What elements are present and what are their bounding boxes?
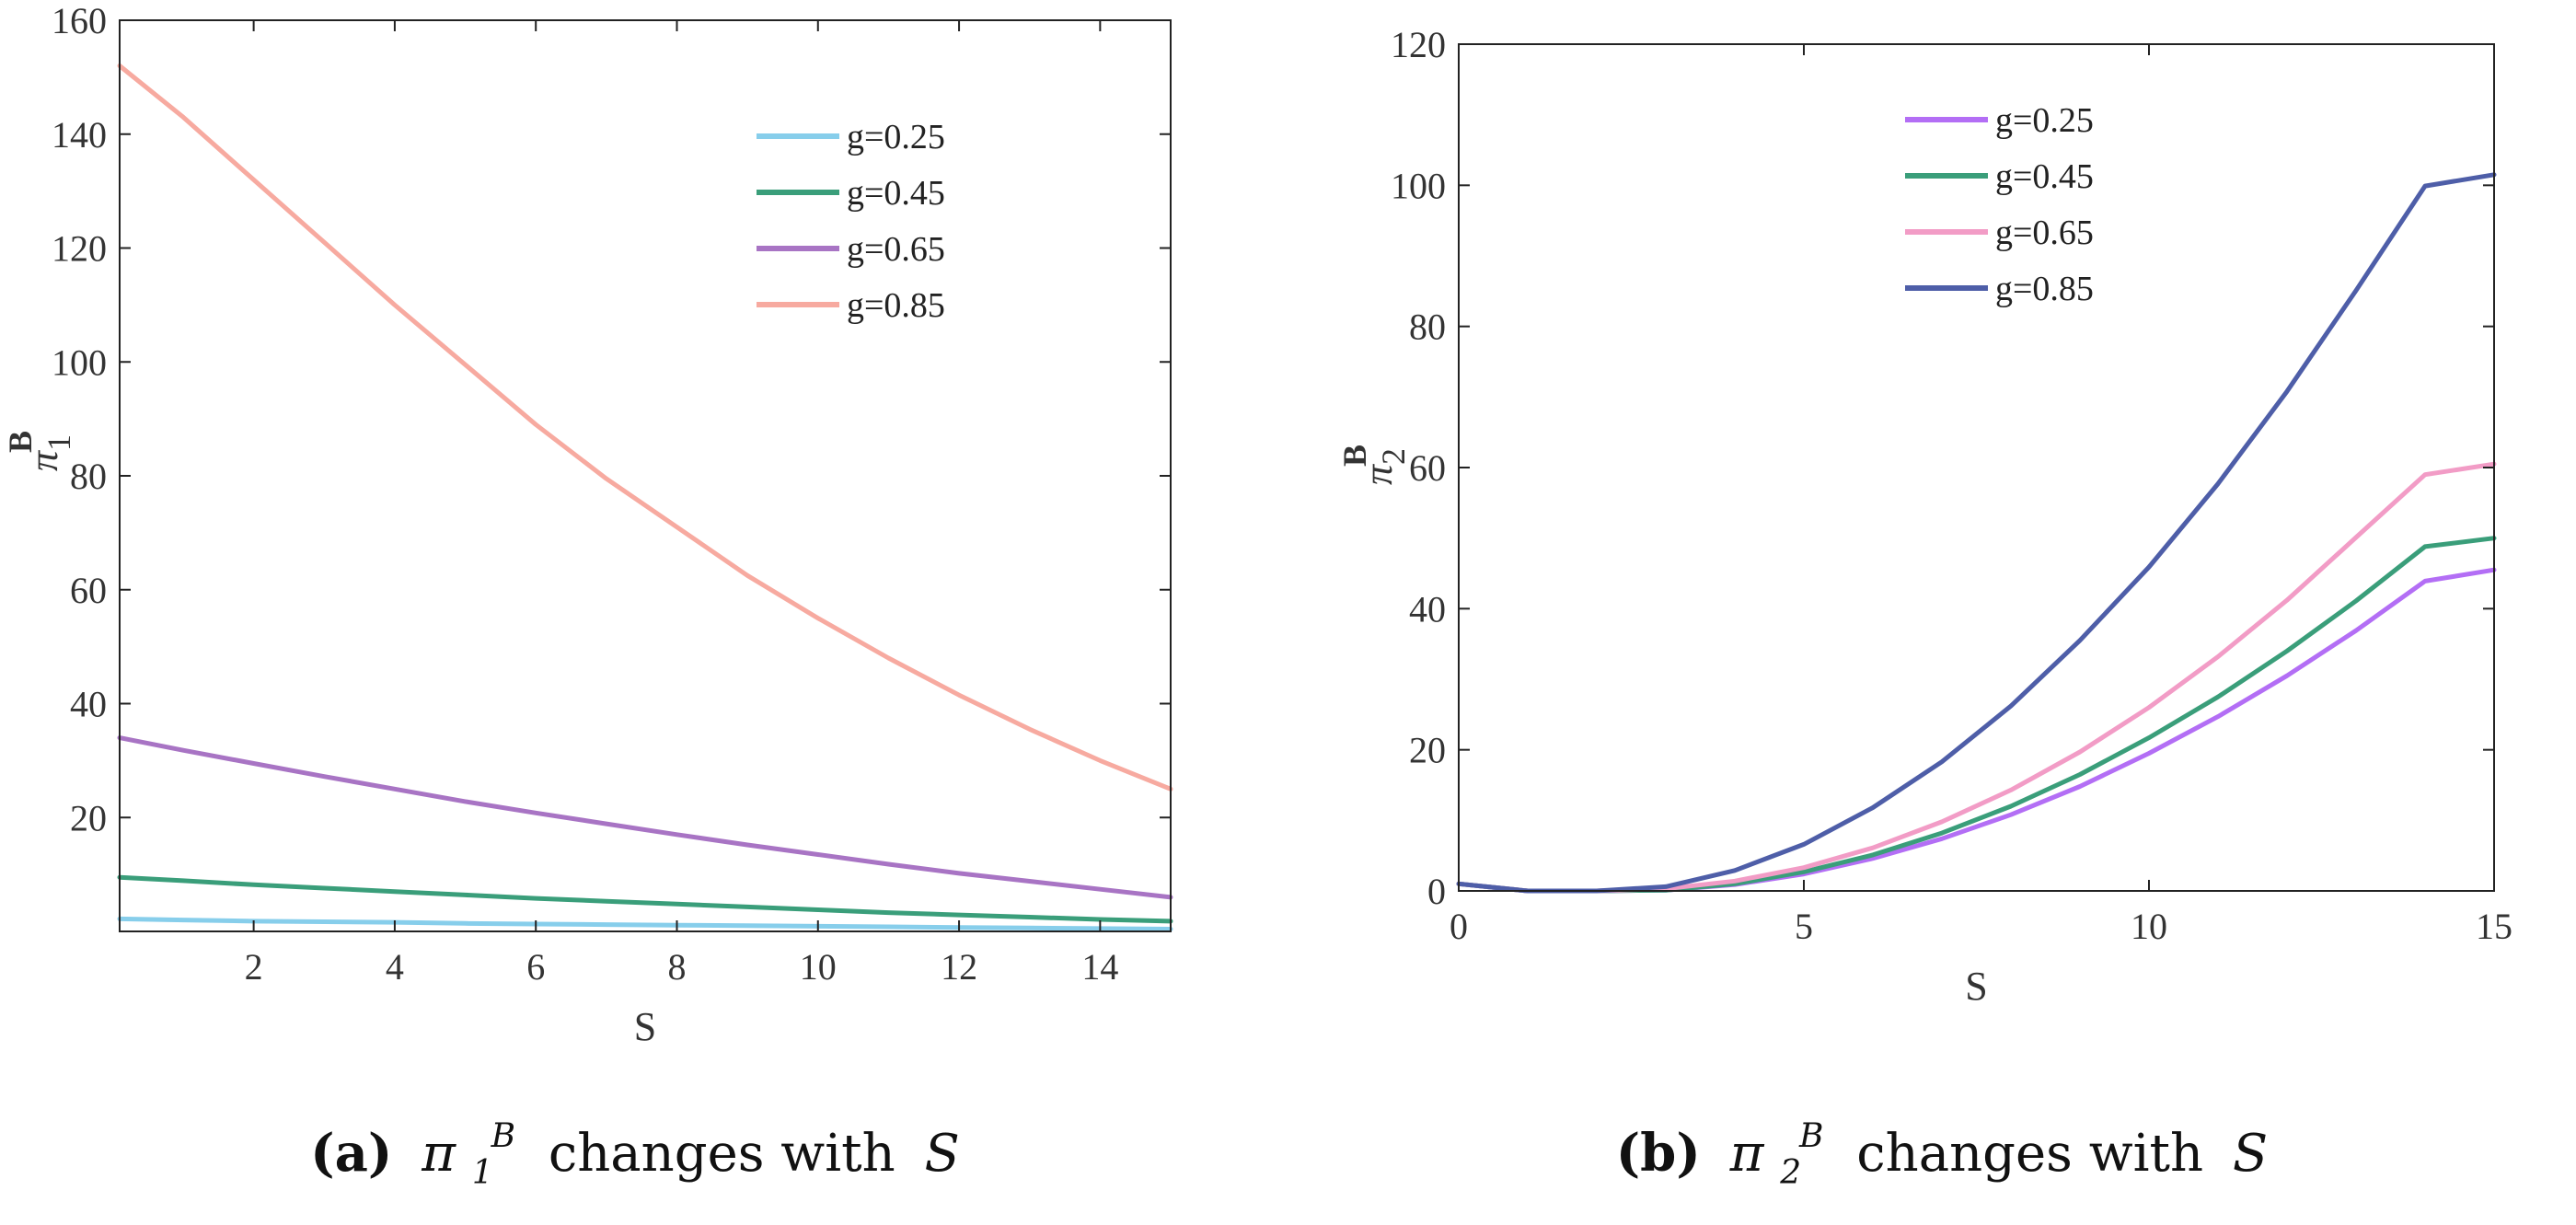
y-tick-label: 80 xyxy=(70,456,107,497)
y-tick-label: 100 xyxy=(52,341,107,383)
series-line-g=0.25 xyxy=(117,916,1173,931)
y-tick-label: 40 xyxy=(1409,588,1446,630)
legend-label-g=0.65: g=0.65 xyxy=(847,230,945,269)
legend-label-g=0.25: g=0.25 xyxy=(847,118,945,156)
plot-frame xyxy=(119,19,1172,932)
x-tick-label: 10 xyxy=(800,946,837,988)
x-tick-label: 0 xyxy=(1450,906,1468,947)
y-tick-label: 20 xyxy=(70,797,107,838)
x-tick-label: 10 xyxy=(2131,906,2167,947)
y-axis-label: π1B xyxy=(2,431,77,471)
y-tick-label: 60 xyxy=(1409,447,1446,489)
legend-label-g=0.45: g=0.45 xyxy=(1995,157,2094,196)
x-tick-label: 15 xyxy=(2476,906,2512,947)
series-line-g=0.85 xyxy=(117,64,1173,792)
x-tick-label: 6 xyxy=(526,946,545,988)
series-line-g=0.45 xyxy=(1456,536,2497,894)
series-line-g=0.85 xyxy=(1456,172,2497,894)
x-axis-label: S xyxy=(634,1004,656,1049)
legend-label-g=0.85: g=0.85 xyxy=(1995,270,2094,308)
y-tick-label: 20 xyxy=(1409,730,1446,771)
series-line-g=0.45 xyxy=(117,874,1173,924)
y-axis-label: π2B xyxy=(1336,445,1412,485)
legend-label-g=0.85: g=0.85 xyxy=(847,286,945,325)
plot-frame xyxy=(1458,43,2495,892)
y-tick-label: 100 xyxy=(1391,165,1446,206)
legend-label-g=0.65: g=0.65 xyxy=(1995,214,2094,252)
x-tick-label: 14 xyxy=(1081,946,1118,988)
caption-a: (a) π 1 B changes with S xyxy=(310,1100,960,1196)
y-tick-label: 40 xyxy=(70,684,107,725)
x-axis-label: S xyxy=(1965,964,1987,1009)
y-tick-label: 160 xyxy=(52,0,107,41)
x-tick-label: 12 xyxy=(941,946,977,988)
x-tick-label: 8 xyxy=(667,946,686,988)
x-tick-label: 5 xyxy=(1795,906,1813,947)
y-tick-label: 120 xyxy=(1391,24,1446,65)
y-tick-label: 80 xyxy=(1409,306,1446,348)
legend-label-g=0.45: g=0.45 xyxy=(847,174,945,213)
y-tick-label: 60 xyxy=(70,570,107,611)
x-tick-label: 2 xyxy=(245,946,263,988)
series-line-g=0.65 xyxy=(117,735,1173,900)
caption-b: (b) π 2 B changes with S xyxy=(1616,1100,2269,1196)
series-line-g=0.25 xyxy=(1456,567,2497,894)
legend-label-g=0.25: g=0.25 xyxy=(1995,101,2094,140)
y-tick-label: 140 xyxy=(52,114,107,156)
x-tick-label: 4 xyxy=(386,946,404,988)
y-tick-label: 0 xyxy=(1427,871,1446,912)
y-tick-label: 120 xyxy=(52,228,107,270)
